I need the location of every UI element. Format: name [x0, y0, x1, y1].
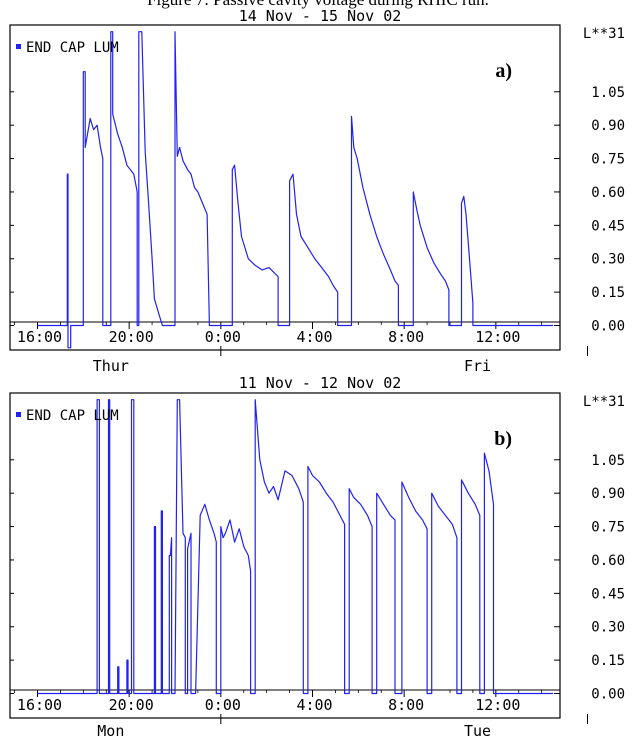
y-tick-label: 1.05 — [591, 453, 625, 469]
y-tick-label: 0.90 — [591, 486, 625, 502]
y-tick-label: 0.00 — [591, 319, 625, 335]
y-unit-label: L**31 — [583, 394, 625, 410]
x-tick-label: 12:00 — [475, 696, 520, 714]
figure-caption: Figure 7: Passive cavity voltage during … — [147, 0, 489, 9]
y-tick-label: 0.75 — [591, 520, 625, 536]
y-unit-label: L**31 — [583, 26, 625, 42]
series-line — [37, 31, 554, 349]
y-tick-label: 0.60 — [591, 185, 625, 201]
x-tick-label: 16:00 — [17, 696, 62, 714]
y-tick-label: 0.60 — [591, 553, 625, 569]
x-tick-label: 0:00 — [205, 328, 241, 346]
y-tick-label: 0.15 — [591, 653, 625, 669]
x-tick-label: 16:00 — [17, 328, 62, 346]
x-tick-label: 12:00 — [475, 328, 520, 346]
x-tick-label: 4:00 — [296, 328, 332, 346]
y-tick-label: 0.90 — [591, 118, 625, 134]
series-line — [37, 399, 554, 695]
day-label: Fri — [464, 357, 491, 375]
y-tick-label: 0.75 — [591, 152, 625, 168]
chart-title: 11 Nov - 12 Nov 02 — [239, 374, 402, 392]
chart-title: 14 Nov - 15 Nov 02 — [239, 7, 402, 25]
x-tick-label: 20:00 — [109, 328, 154, 346]
y-tick-label: 0.30 — [591, 620, 625, 636]
y-tick-label: 0.15 — [591, 285, 625, 301]
panel-label: b) — [494, 428, 512, 450]
plot-frame — [9, 24, 561, 351]
y-tick-label: 0.00 — [591, 687, 625, 703]
x-tick-label: 8:00 — [388, 696, 424, 714]
legend-swatch — [16, 44, 21, 49]
day-label: Tue — [464, 722, 491, 738]
y-tick-label: 0.30 — [591, 252, 625, 268]
y-tick-label: 0.45 — [591, 218, 625, 234]
x-tick-label: 20:00 — [109, 696, 154, 714]
y-tick-label: 0.45 — [591, 586, 625, 602]
x-tick-label: 8:00 — [388, 328, 424, 346]
legend-label: END CAP LUM — [26, 40, 119, 56]
chart-panel-a: 14 Nov - 15 Nov 02 L**31 0.00 0.15 0.30 0.45 0… — [9, 7, 625, 375]
x-tick-label: 0:00 — [205, 696, 241, 714]
chart-panel-b: 11 Nov - 12 Nov 02 L**31 0.00 0.15 0.30 0.45 0… — [9, 374, 625, 738]
day-label: Mon — [97, 722, 124, 738]
legend-label: END CAP LUM — [26, 408, 119, 424]
y-tick-label: 1.05 — [591, 85, 625, 101]
x-tick-label: 4:00 — [296, 696, 332, 714]
plot-frame — [9, 392, 561, 719]
day-label: Thur — [93, 357, 129, 375]
panel-label: a) — [495, 60, 512, 82]
legend-swatch — [16, 412, 21, 417]
